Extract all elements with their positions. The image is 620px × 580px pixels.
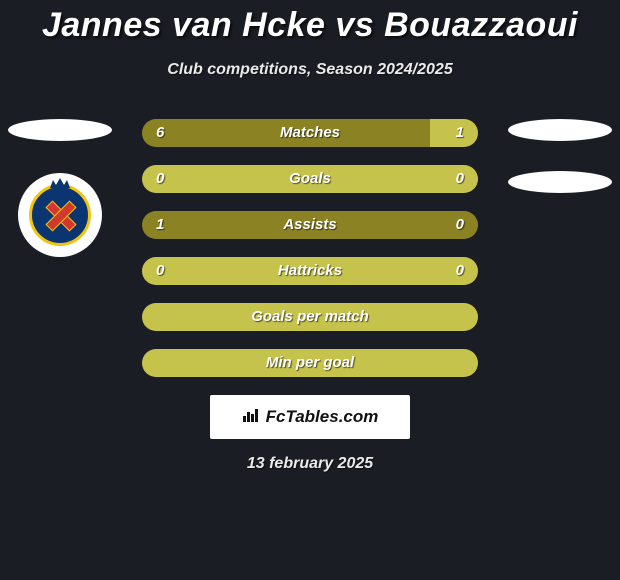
stat-bar-label: Goals per match (142, 303, 478, 331)
stat-bar-row: Hattricks0 0 (142, 257, 478, 285)
stat-bar-value-right: 0 (456, 257, 464, 285)
stat-bar-label: Goals (142, 165, 478, 193)
footer-date: 13 february 2025 (0, 455, 620, 473)
stat-bar-value-left: 0 (156, 257, 164, 285)
page-title: Jannes van Hcke vs Bouazzaoui (0, 0, 620, 45)
stat-bar-value-left: 1 (156, 211, 164, 239)
stat-bar-label: Min per goal (142, 349, 478, 377)
watermark[interactable]: FcTables.com (210, 395, 410, 439)
stat-bar-label: Assists (142, 211, 478, 239)
stat-bars: Matches61Goals00Assists10Hattricks00Goal… (142, 119, 478, 377)
stat-bar-value-right: 0 (456, 211, 464, 239)
page-subtitle: Club competitions, Season 2024/2025 (0, 61, 620, 79)
club-badge-left (18, 173, 102, 257)
chart-icon (242, 407, 260, 427)
stat-bar-row: Assists1 0 (142, 211, 478, 239)
stat-bar-value-left: 6 (156, 119, 164, 147)
stat-bar-value-right: 1 (456, 119, 464, 147)
stat-bar-label: Matches (142, 119, 478, 147)
stat-bar-value-right: 0 (456, 165, 464, 193)
watermark-text: FcTables.com (266, 407, 379, 427)
player-avatar-right-1 (508, 119, 612, 141)
stat-bar-row: Goals per match (142, 303, 478, 331)
stat-bar-label: Hattricks (142, 257, 478, 285)
player-avatar-right-2 (508, 171, 612, 193)
stat-bar-row: Matches6 1 (142, 119, 478, 147)
comparison-content: Matches61Goals00Assists10Hattricks00Goal… (0, 119, 620, 377)
player-avatar-left (8, 119, 112, 141)
stat-bar-value-left: 0 (156, 165, 164, 193)
stat-bar-row: Goals0 0 (142, 165, 478, 193)
stat-bar-row: Min per goal (142, 349, 478, 377)
